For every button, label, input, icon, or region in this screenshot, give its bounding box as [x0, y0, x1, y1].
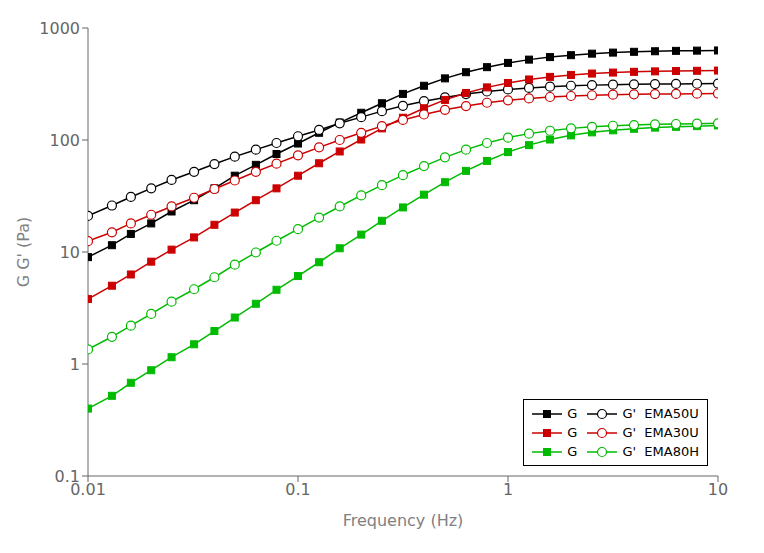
svg-text:G G' (Pa): G G' (Pa) — [14, 217, 33, 288]
svg-text:100: 100 — [49, 131, 80, 150]
html-text:G: G — [567, 444, 578, 459]
svg-text:Frequency (Hz): Frequency (Hz) — [343, 511, 464, 530]
html-text:G' EMA80H: G' EMA80H — [622, 444, 699, 459]
html-text:G' EMA50U: G' EMA50U — [622, 406, 699, 421]
svg-text:0.01: 0.01 — [70, 480, 106, 500]
html-text:G: G — [567, 425, 578, 440]
html-text:G: G — [567, 406, 578, 421]
svg-text:0.1: 0.1 — [285, 480, 310, 499]
svg-text:0.1: 0.1 — [55, 467, 80, 486]
svg-text:10: 10 — [60, 243, 80, 262]
svg-text:10: 10 — [708, 480, 728, 499]
svg-text:1: 1 — [503, 480, 513, 499]
svg-text:1: 1 — [70, 355, 80, 374]
html-text:G' EMA30U: G' EMA30U — [622, 425, 699, 440]
svg-text:1000: 1000 — [39, 19, 80, 38]
